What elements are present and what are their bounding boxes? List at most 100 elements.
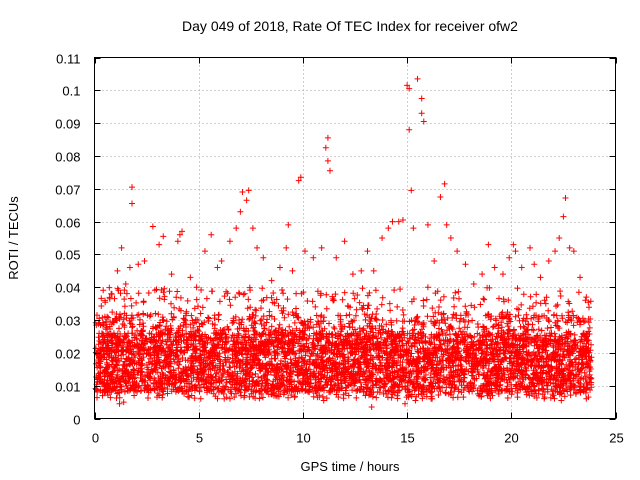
plot-frame	[94, 57, 616, 419]
x-tick-label: 25	[609, 431, 623, 446]
data-point	[420, 118, 427, 125]
data-point	[260, 254, 267, 261]
data-point	[145, 389, 152, 396]
data-point	[179, 228, 186, 235]
data-point	[129, 184, 136, 191]
data-point	[335, 394, 342, 401]
data-point	[404, 82, 411, 89]
data-point	[226, 238, 233, 245]
data-point	[326, 167, 333, 174]
data-point	[527, 244, 534, 251]
data-point	[249, 225, 256, 232]
data-point	[445, 390, 452, 397]
y-tick-label: 0.11	[56, 52, 80, 67]
x-tick-label: 10	[296, 431, 310, 446]
data-point	[418, 95, 425, 102]
x-tick-labels: 0 5 10 15 20 25	[92, 431, 624, 446]
data-point	[324, 134, 331, 141]
data-point	[431, 257, 438, 264]
data-point	[545, 257, 552, 264]
data-point	[176, 231, 183, 238]
data-point	[239, 189, 246, 196]
data-point	[243, 197, 250, 204]
data-point	[558, 397, 565, 404]
data-point	[276, 264, 283, 271]
data-point	[129, 200, 136, 207]
data-point	[122, 280, 129, 287]
data-point	[491, 264, 498, 271]
data-point	[345, 392, 352, 399]
chart-title: Day 049 of 2018, Rate Of TEC Index for r…	[182, 18, 518, 34]
data-point	[174, 238, 181, 245]
data-point	[126, 264, 133, 271]
data-point	[560, 213, 567, 220]
y-tick-label: 0	[73, 413, 80, 428]
data-point	[402, 400, 409, 407]
data-point	[429, 395, 436, 402]
data-point	[118, 244, 125, 251]
y-tick-label: 0.08	[55, 150, 80, 165]
data-point	[424, 221, 431, 228]
data-point	[437, 193, 444, 200]
data-point	[408, 187, 415, 194]
data-point	[383, 390, 390, 397]
dense-point-cloud	[92, 284, 595, 402]
data-point	[495, 390, 502, 397]
data-point	[116, 400, 123, 407]
y-axis-label: ROTI / TECUs	[6, 196, 21, 280]
data-point	[385, 225, 392, 232]
point-cloud	[92, 284, 595, 402]
data-point	[101, 313, 108, 320]
x-axis-label: GPS time / hours	[301, 459, 400, 474]
data-point	[364, 248, 371, 255]
data-point	[254, 244, 261, 251]
data-point	[389, 218, 396, 225]
data-point	[406, 85, 413, 92]
data-point	[324, 157, 331, 164]
data-point	[135, 261, 142, 268]
data-point	[566, 244, 573, 251]
data-point	[214, 264, 221, 271]
y-tick-label: 0.02	[55, 347, 80, 362]
data-point	[454, 248, 461, 255]
data-point	[443, 221, 450, 228]
data-point	[156, 241, 163, 248]
y-tick-label: 0.07	[55, 183, 80, 198]
data-point	[474, 390, 481, 397]
data-point	[537, 274, 544, 281]
data-point	[291, 394, 298, 401]
data-point	[333, 254, 340, 261]
data-point	[237, 208, 244, 215]
data-point	[585, 394, 592, 401]
data-point	[110, 385, 117, 392]
data-point	[306, 389, 313, 396]
y-tick-label: 0.06	[55, 216, 80, 231]
data-point	[470, 280, 477, 287]
data-point	[154, 394, 161, 401]
data-point	[204, 389, 211, 396]
data-point	[208, 231, 215, 238]
data-point	[570, 248, 577, 255]
axis-ticks	[94, 57, 617, 420]
data-point	[485, 241, 492, 248]
data-point	[318, 244, 325, 251]
data-point	[272, 392, 279, 399]
y-tick-label: 0.03	[55, 314, 80, 329]
data-point	[462, 261, 469, 268]
data-point	[197, 395, 204, 402]
x-tick-label: 20	[504, 431, 518, 446]
data-point	[218, 257, 225, 264]
data-point	[320, 397, 327, 404]
data-point	[201, 248, 208, 255]
data-point	[295, 177, 302, 184]
data-point	[245, 187, 252, 194]
data-point	[358, 267, 365, 274]
data-point	[479, 271, 486, 278]
data-point	[370, 267, 377, 274]
data-point	[406, 126, 413, 133]
data-point	[412, 397, 419, 404]
data-point	[322, 144, 329, 151]
data-point	[120, 399, 127, 406]
data-point	[447, 235, 454, 241]
